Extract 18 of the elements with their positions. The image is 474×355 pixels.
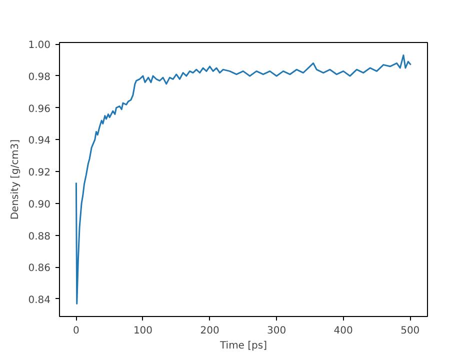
- y-tick-label: 0.98: [28, 72, 50, 83]
- y-tick-label: 0.88: [28, 231, 50, 242]
- y-tick-label: 0.86: [28, 263, 50, 274]
- y-axis-title: Density [g/cm3]: [10, 139, 22, 220]
- y-tick-label: 0.84: [28, 294, 50, 306]
- x-tick-label: 200: [200, 326, 220, 336]
- y-tick-label: 1.00: [28, 40, 50, 52]
- x-tick-label: 300: [267, 326, 286, 336]
- x-tick-label: 500: [400, 326, 420, 336]
- y-tick-label: 0.92: [28, 168, 50, 179]
- y-tick-label: 0.90: [28, 199, 50, 210]
- x-tick-label: 0: [73, 326, 80, 336]
- x-tick-label: 100: [133, 326, 153, 336]
- y-tick-label: 0.96: [28, 104, 50, 115]
- y-tick-label: 0.94: [28, 136, 50, 147]
- x-tick-label: 400: [334, 326, 353, 336]
- x-axis-title: Time [ps]: [218, 340, 268, 352]
- line-series: [75, 54, 412, 305]
